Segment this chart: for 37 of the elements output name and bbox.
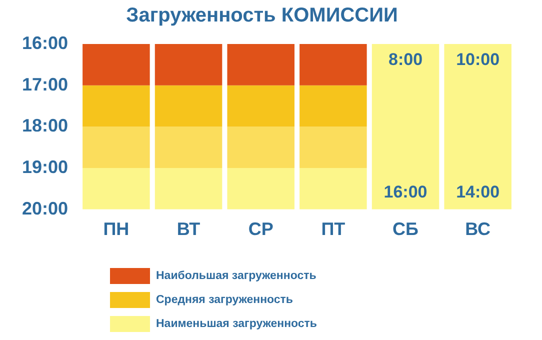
annotation: 8:00 [388,50,423,70]
x-tick-label: ПТ [321,219,346,240]
bar [154,85,222,127]
bar [227,44,294,86]
bar [300,85,367,127]
bar [154,44,222,86]
bar [300,126,367,168]
bar [82,44,150,86]
bar [300,168,367,210]
y-tick-label: 20:00 [22,198,68,218]
bar [154,126,222,168]
x-tick-label: СБ [392,219,419,240]
bar [227,126,294,168]
x-tick-label: ПН [103,219,130,240]
x-tick-label: ВТ [176,219,200,240]
bar [82,126,150,168]
legend-label: Наименьшая загруженность [156,318,317,330]
legend-label: Наибольшая загруженность [156,270,316,282]
chart-title: Загруженность КОМИССИИ [126,4,398,27]
annotation: 10:00 [456,50,500,70]
bar [300,44,367,86]
bar [227,168,294,210]
bar [154,168,222,210]
y-tick-label: 16:00 [22,32,68,53]
y-tick-label: 19:00 [22,157,68,178]
bar [82,85,150,127]
annotation: 14:00 [456,182,500,202]
annotation: 16:00 [384,182,428,202]
bar [372,44,440,210]
legend-label: Средняя загруженность [156,294,294,306]
y-tick-label: 18:00 [22,116,68,136]
bar [444,44,512,210]
x-tick-label: ВС [465,219,490,240]
x-tick-label: СР [248,219,274,240]
bar [227,85,294,127]
y-tick-label: 17:00 [22,74,68,94]
bar [82,168,150,210]
